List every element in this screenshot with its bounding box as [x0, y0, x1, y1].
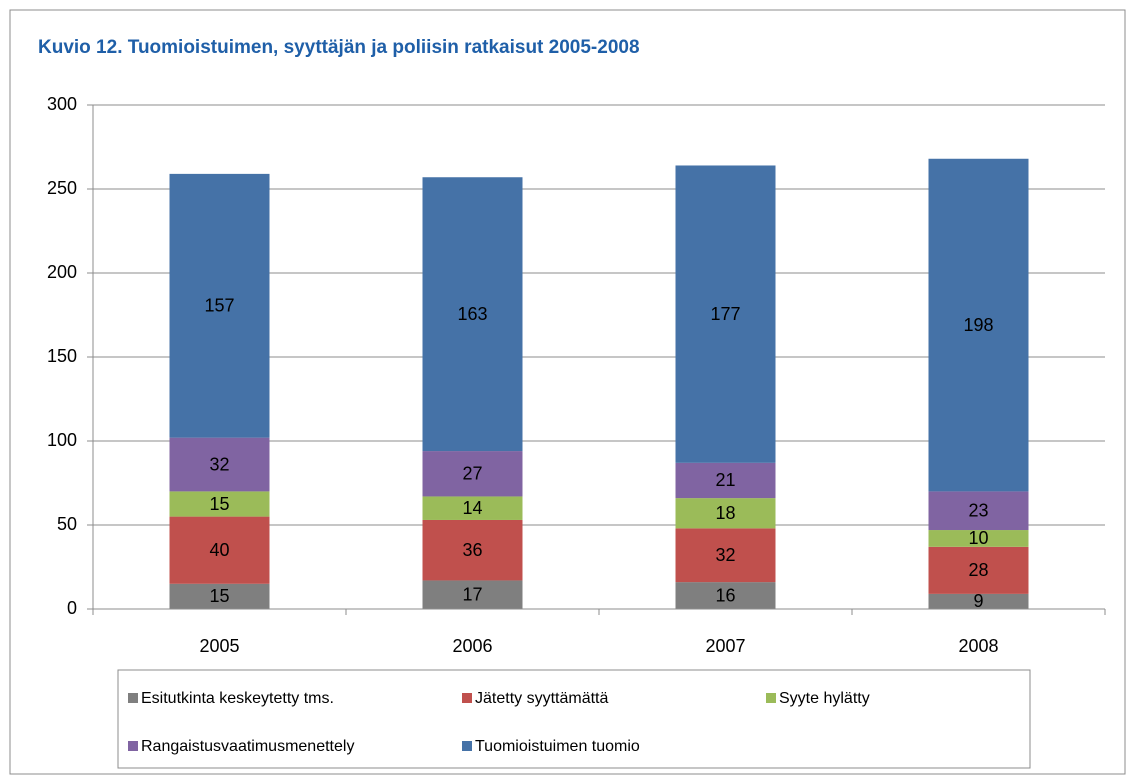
data-label: 18 [715, 503, 735, 523]
legend-label: Esitutkinta keskeytetty tms. [141, 690, 334, 707]
bar-segment [928, 593, 1029, 609]
bar-segment [675, 582, 776, 609]
y-tick-label: 0 [67, 598, 77, 618]
legend-label: Jätetty syyttämättä [475, 690, 608, 707]
bar-segment [928, 158, 1029, 492]
data-label: 32 [209, 454, 229, 474]
bar-segment [422, 496, 523, 520]
data-label: 16 [715, 585, 735, 605]
data-label: 32 [715, 545, 735, 565]
legend-swatch [462, 741, 472, 751]
x-tick-label: 2006 [452, 636, 492, 656]
legend-box [117, 669, 1031, 769]
data-label: 21 [715, 470, 735, 490]
data-label: 36 [462, 540, 482, 560]
y-tick-label: 50 [57, 514, 77, 534]
data-label: 10 [968, 528, 988, 548]
bar-segment [928, 530, 1029, 547]
bar-segment [169, 516, 270, 584]
bar-segment [675, 498, 776, 529]
x-tick-label: 2005 [199, 636, 239, 656]
y-tick-label: 150 [47, 346, 77, 366]
y-tick-label: 250 [47, 178, 77, 198]
legend-label: Syyte hylätty [779, 690, 870, 707]
bar-segment [169, 583, 270, 609]
data-label: 23 [968, 500, 988, 520]
legend-label: Rangaistusvaatimusmenettely [141, 738, 354, 755]
bar-segment [422, 519, 523, 581]
bar-segment [928, 491, 1029, 531]
data-label: 15 [209, 494, 229, 514]
data-label: 177 [710, 304, 740, 324]
legend-swatch [128, 693, 138, 703]
bar-segment [928, 546, 1029, 594]
bar-segment [169, 173, 270, 438]
chart-title: Kuvio 12. Tuomioistuimen, syyttäjän ja p… [38, 37, 640, 58]
bar-segment [422, 580, 523, 609]
data-label: 9 [973, 591, 983, 611]
y-tick-label: 300 [47, 94, 77, 114]
x-tick-label: 2008 [958, 636, 998, 656]
bar-segment [169, 491, 270, 517]
data-label: 14 [462, 498, 482, 518]
data-label: 17 [462, 584, 482, 604]
bar-segment [422, 451, 523, 497]
data-label: 27 [462, 464, 482, 484]
data-label: 198 [963, 315, 993, 335]
data-label: 28 [968, 560, 988, 580]
x-tick-label: 2007 [705, 636, 745, 656]
data-label: 157 [204, 296, 234, 316]
data-label: 15 [209, 586, 229, 606]
y-tick-label: 200 [47, 262, 77, 282]
data-label: 163 [457, 304, 487, 324]
y-tick-label: 100 [47, 430, 77, 450]
data-label: 40 [209, 540, 229, 560]
bar-segment [675, 528, 776, 583]
bar-segment [675, 165, 776, 463]
legend-label: Tuomioistuimen tuomio [475, 738, 640, 755]
legend-swatch [766, 693, 776, 703]
bar-segment [169, 437, 270, 492]
legend-swatch [462, 693, 472, 703]
bar-segment [675, 462, 776, 499]
bar-segment [422, 177, 523, 452]
legend-swatch [128, 741, 138, 751]
